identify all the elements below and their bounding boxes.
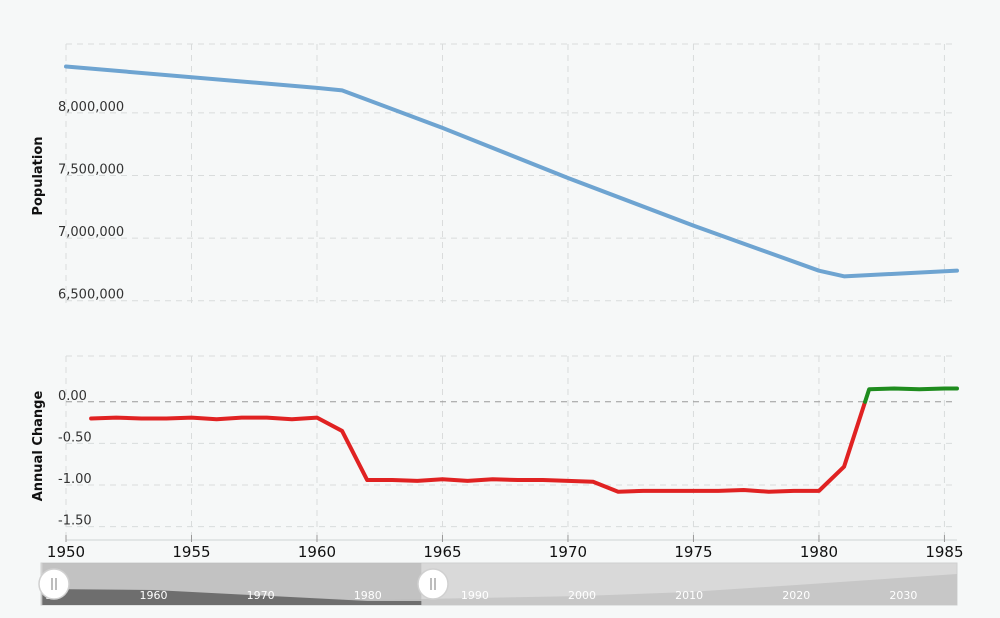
x-tick-label: 1980 [800,543,838,561]
navigator-label: 1970 [247,589,275,602]
annual-change-positive-line [863,386,959,404]
y-tick-label: -1.00 [58,472,92,487]
navigator-label: 1960 [139,589,167,602]
navigator-label: 2000 [568,589,596,602]
y-tick-label: 7,000,000 [58,225,124,240]
y-tick-label: 7,500,000 [58,163,124,178]
x-tick-label: 1985 [925,543,963,561]
x-tick-label: 1955 [172,543,210,561]
population-line [64,64,959,279]
x-tick-label: 1965 [423,543,461,561]
navigator-handle-knob[interactable] [417,568,449,600]
navigator-label: 2030 [889,589,917,602]
y-tick-label: -0.50 [58,430,92,445]
navigator-label: 2020 [782,589,810,602]
navigator-label: 2010 [675,589,703,602]
navigator-handle-left[interactable] [38,568,70,600]
navigator-label: 1990 [461,589,489,602]
y-axis-title: Population [31,136,46,215]
y-tick-label: -1.50 [58,514,92,529]
y-tick-label: 8,000,000 [58,100,124,115]
x-tick-label: 1970 [549,543,587,561]
navigator-label: 1980 [354,589,382,602]
y-tick-label: 0.00 [58,389,87,404]
y-axis-title: Annual Change [31,391,46,502]
x-tick-label: 1960 [298,543,336,561]
annual-change-negative-line [89,399,868,494]
x-tick-label: 1950 [47,543,85,561]
x-tick-label: 1975 [674,543,712,561]
navigator-handle-knob[interactable] [38,568,70,600]
y-tick-label: 6,500,000 [58,288,124,303]
navigator-selected-area [42,589,422,605]
navigator-handle-right[interactable] [417,568,449,600]
